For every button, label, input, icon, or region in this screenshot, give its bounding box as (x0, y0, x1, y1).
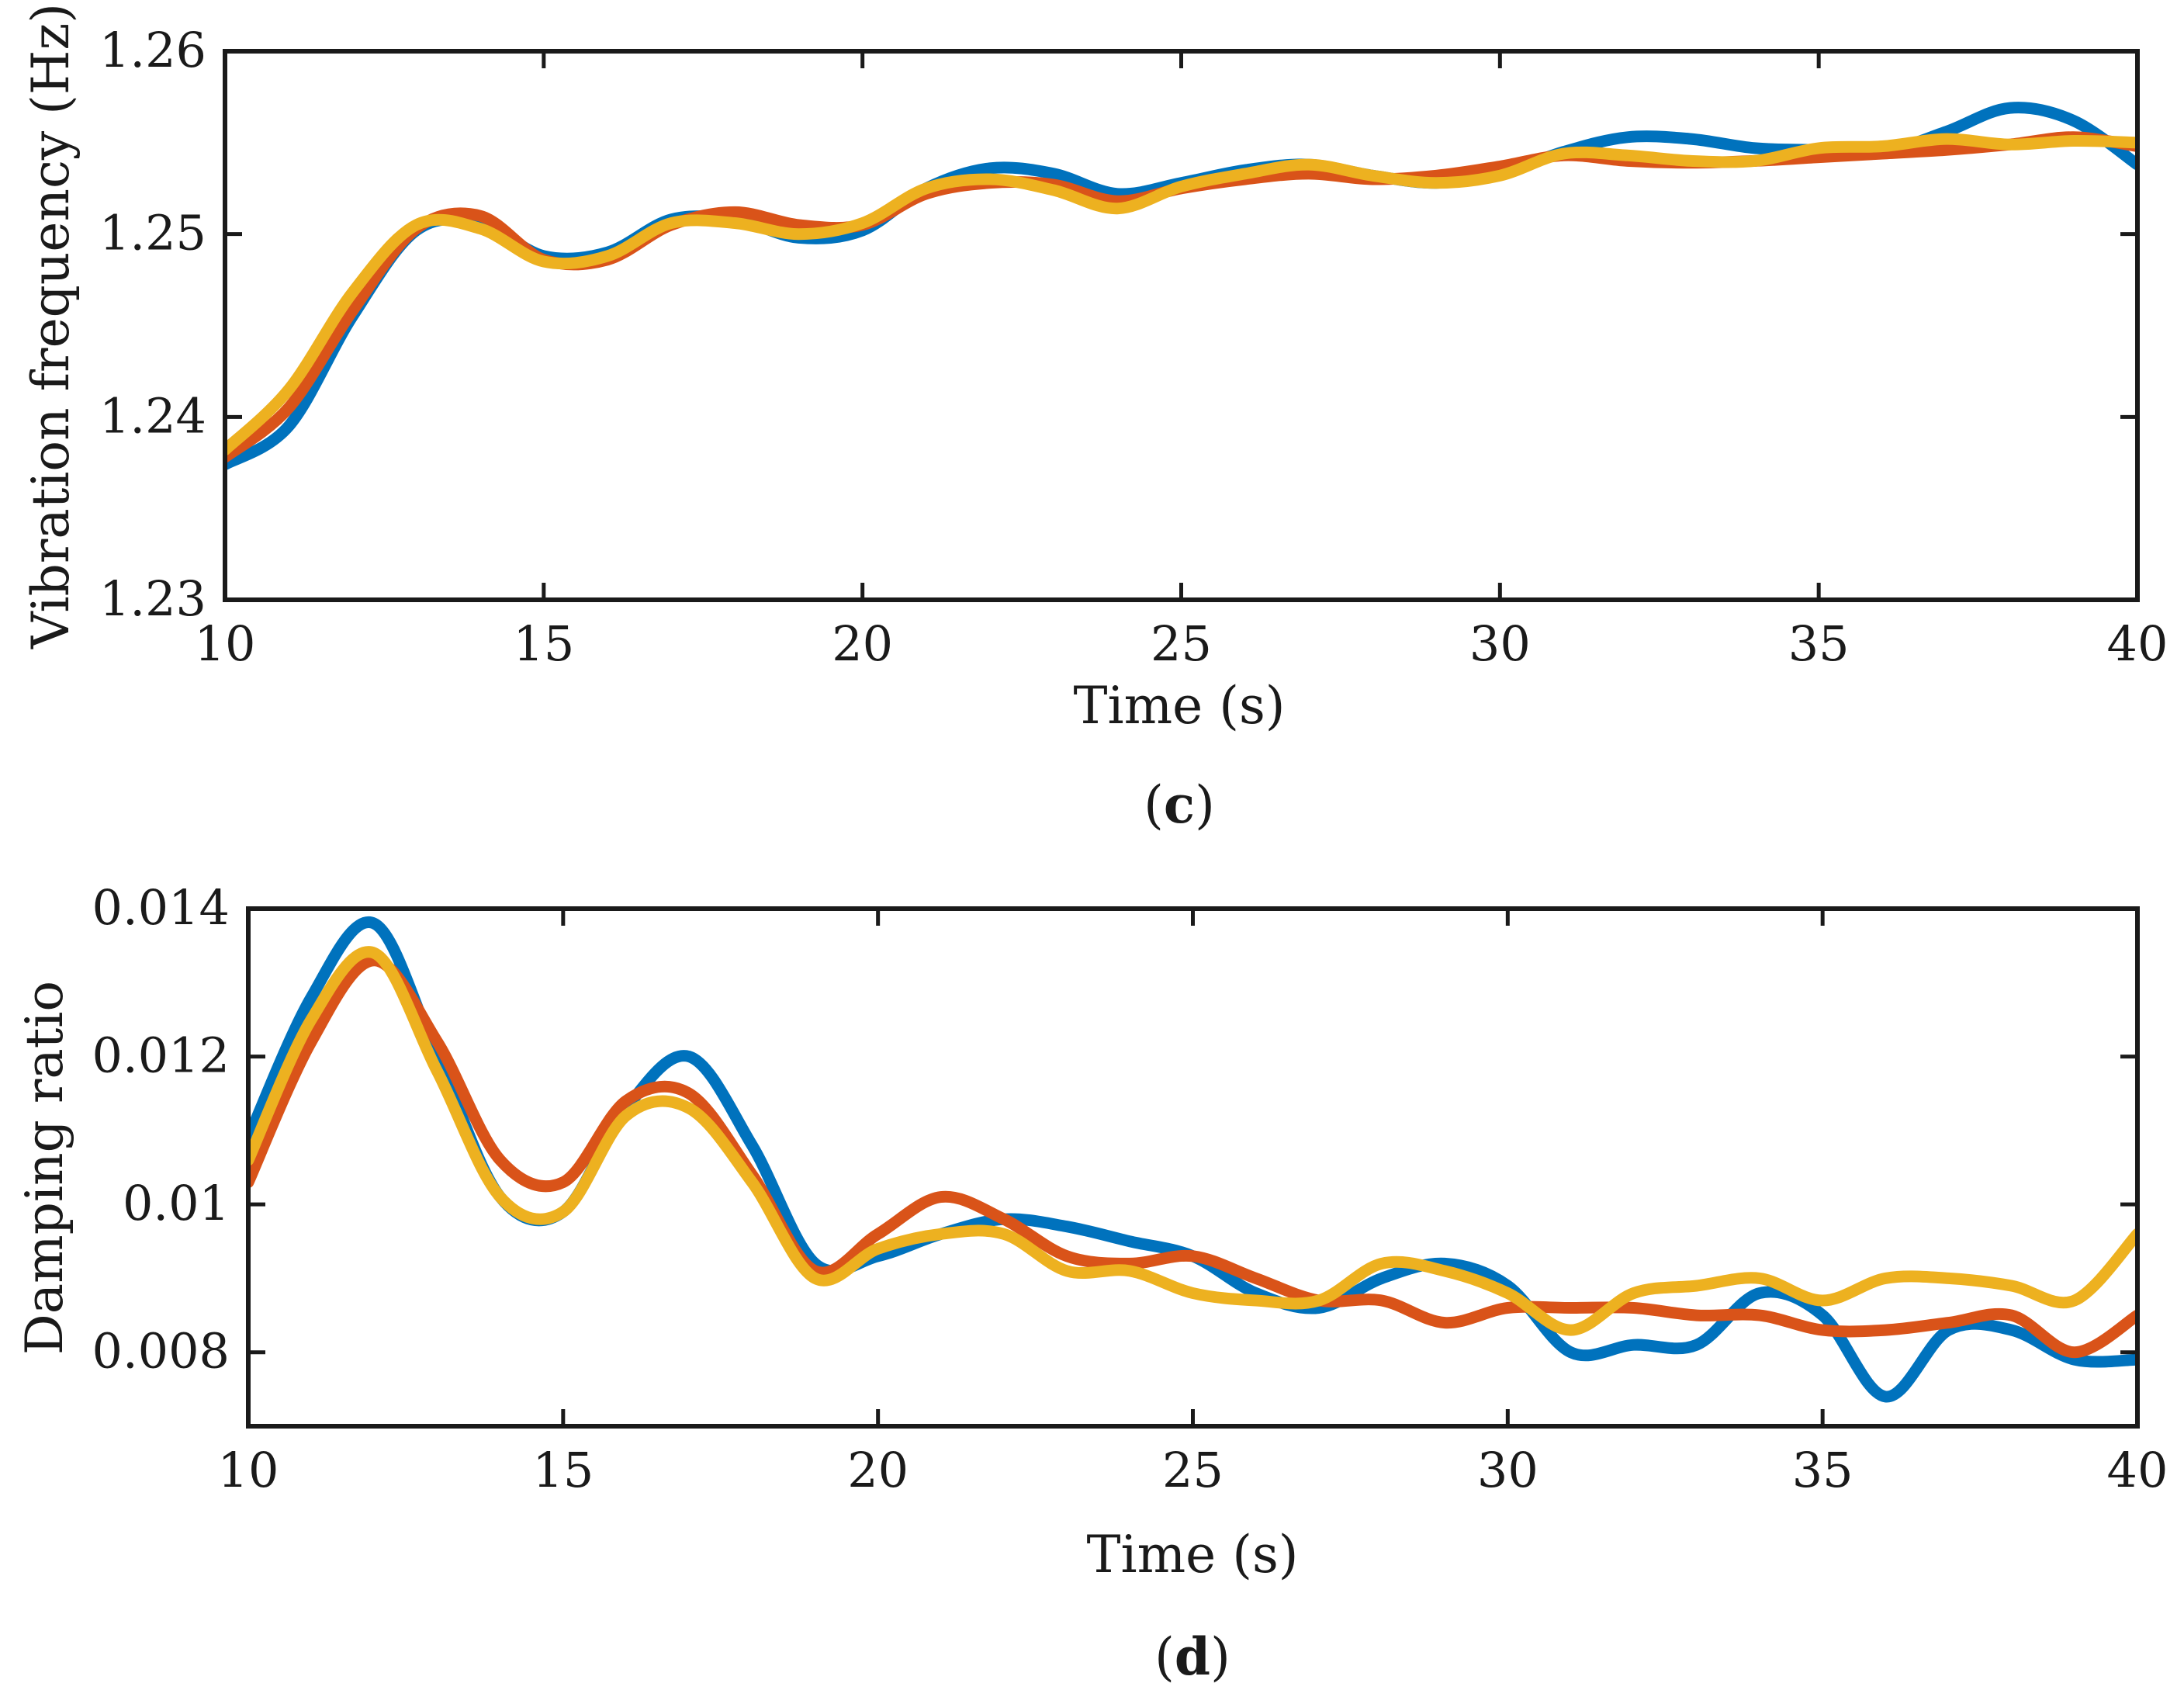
panel-d-caption-open: ( (1154, 1627, 1175, 1687)
panel-d-caption-letter: d (1175, 1626, 1210, 1687)
panel-d-y-tick-label: 0.01 (123, 1175, 230, 1231)
panel-d-y-tick-label: 0.014 (92, 879, 230, 936)
panel-d-x-axis-title: Time (s) (1086, 1525, 1298, 1585)
panel-c-caption-letter: c (1164, 774, 1195, 835)
panel-d-x-tick-label: 15 (532, 1442, 594, 1498)
panel-c-y-tick-label: 1.25 (99, 205, 206, 261)
panel-c-x-tick-label: 40 (2107, 615, 2168, 672)
panel-c-series-3-line (225, 133, 2137, 456)
panel-d-caption: (d) (1154, 1626, 1230, 1687)
panel-d-series-2-line (248, 954, 2137, 1359)
panel-c-y-tick-label: 1.23 (99, 570, 206, 627)
panel-d-caption-close: ) (1210, 1627, 1230, 1687)
panel-d-y-tick-label: 0.012 (92, 1027, 230, 1084)
panel-c-caption: (c) (1144, 774, 1215, 835)
panel-c-y-tick-label: 1.24 (99, 387, 206, 444)
panel-d-series-1-line (248, 916, 2137, 1403)
panel-d-y-axis-ticks: 0.008 0.01 0.012 0.014 (92, 879, 2137, 1380)
panel-d-damping-ratio-chart: 10 15 20 25 30 35 40 0.008 0.01 0.012 0.014 Time … (15, 879, 2168, 1687)
panel-c-x-axis-ticks: 10 15 20 25 30 35 40 (195, 51, 2168, 672)
panel-d-x-tick-label: 10 (218, 1442, 279, 1498)
panel-c-x-tick-label: 30 (1469, 615, 1531, 672)
panel-d-x-tick-label: 40 (2107, 1442, 2168, 1498)
panel-c-y-tick-label: 1.26 (99, 22, 206, 78)
panel-d-series-3-line (248, 946, 2137, 1336)
panel-d-x-tick-label: 25 (1162, 1442, 1224, 1498)
panel-d-y-axis-title: Damping ratio (15, 981, 74, 1355)
panel-c-y-axis-title: Vibration frequency (Hz) (21, 3, 81, 649)
panel-d-x-axis-ticks: 10 15 20 25 30 35 40 (218, 909, 2168, 1498)
panel-c-caption-close: ) (1195, 775, 1215, 835)
panel-d-x-tick-label: 35 (1792, 1442, 1853, 1498)
panel-d-x-tick-label: 20 (847, 1442, 909, 1498)
panel-d-x-tick-label: 30 (1477, 1442, 1538, 1498)
panel-c-x-axis-title: Time (s) (1073, 676, 1285, 736)
panel-c-caption-open: ( (1144, 775, 1164, 835)
panel-d-y-tick-label: 0.008 (92, 1323, 230, 1380)
panel-d-plot-frame (246, 906, 2140, 1429)
panel-c-x-tick-label: 35 (1788, 615, 1850, 672)
panel-c-vibration-frequency-chart: 10 15 20 25 30 35 40 1.23 1.24 1.25 1.26 Time (s)… (21, 3, 2168, 835)
panel-d-series-group (248, 916, 2137, 1403)
panel-c-plot-frame (223, 49, 2140, 602)
panel-c-x-tick-label: 15 (513, 615, 574, 672)
panel-c-series-group (225, 102, 2137, 471)
panel-c-x-tick-label: 20 (832, 615, 893, 672)
panel-c-x-tick-label: 10 (195, 615, 256, 672)
panel-c-x-tick-label: 25 (1151, 615, 1212, 672)
panel-c-y-axis-ticks: 1.23 1.24 1.25 1.26 (99, 22, 2137, 627)
